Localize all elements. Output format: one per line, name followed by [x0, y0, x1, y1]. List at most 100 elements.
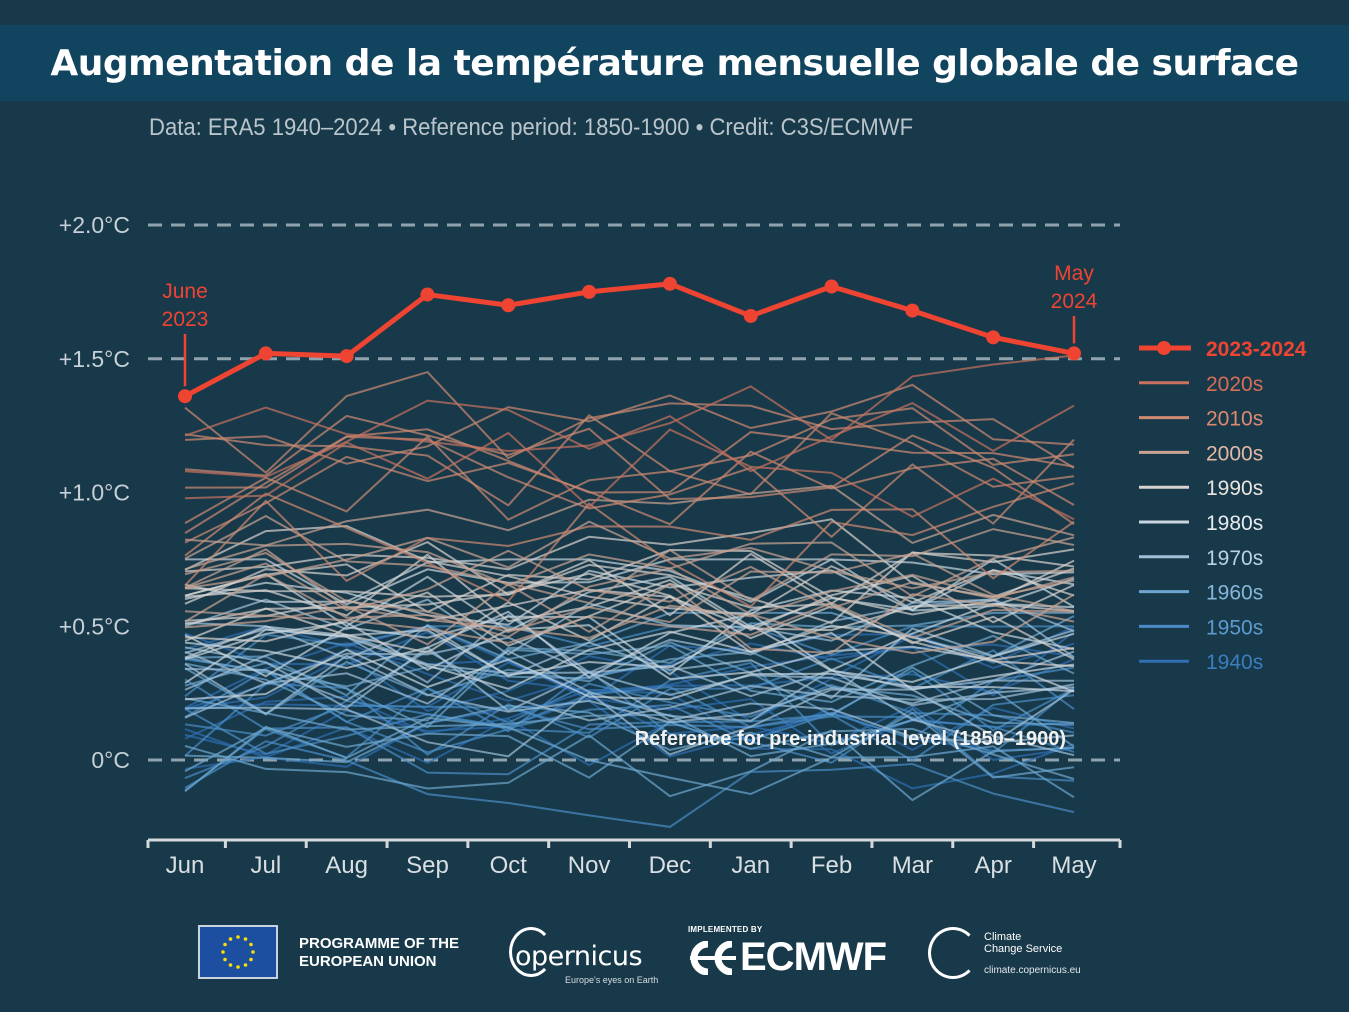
data-point-dec	[662, 276, 677, 291]
data-point-sep	[420, 287, 435, 302]
eu-star	[236, 965, 240, 969]
eu-star	[228, 963, 233, 967]
historical-year-line-2010s	[184, 428, 1075, 534]
legend-label-2010s: 2010s	[1206, 408, 1263, 431]
data-point-oct	[501, 298, 516, 313]
historical-year-line-1960s	[184, 716, 1075, 799]
annotation-june-2023-line2: 2023	[162, 308, 209, 331]
historical-year-line-1960s	[184, 721, 1075, 780]
data-point-apr	[986, 330, 1001, 345]
legend-label-1950s: 1950s	[1206, 616, 1263, 639]
y-tick-label: +1.5°C	[59, 346, 130, 372]
legend-marker-2023-2024	[1157, 341, 1171, 355]
historical-lines	[184, 354, 1075, 828]
eu-star	[223, 942, 227, 947]
historical-year-line-2000s	[184, 601, 1075, 644]
historical-year-line-2000s	[184, 536, 1075, 598]
annotation-may-2024-line1: May	[1054, 262, 1094, 285]
legend-label-2000s: 2000s	[1206, 442, 1263, 465]
y-axis: +2.0°C +1.5°C +1.0°C +0.5°C 0°C	[59, 212, 130, 773]
series-line-2023-2024	[183, 281, 1075, 399]
annotation-may-2024-line2: 2024	[1051, 290, 1098, 313]
annotations: June 2023 May 2024 Reference for pre-industr…	[162, 262, 1098, 750]
y-tick-label: +0.5°C	[59, 613, 130, 639]
reference-level-label: Reference for pre-industrial level (1850…	[635, 728, 1066, 750]
chart-subtitle: Data: ERA5 1940–2024 • Reference period:…	[149, 114, 914, 141]
ecmwf-word: ECMWF	[740, 935, 887, 979]
eu-star	[251, 950, 255, 954]
historical-year-line-1940s	[184, 699, 1075, 768]
historical-year-line-2010s	[184, 412, 1075, 507]
data-point-jun	[178, 389, 192, 404]
legend-label-2023-2024: 2023-2024	[1206, 338, 1307, 361]
copernicus-logo-icon: opernicus Europe's eyes on Earth	[505, 923, 665, 989]
historical-year-line-2010s	[184, 499, 1075, 587]
historical-year-line-1940s	[184, 688, 1075, 752]
legend-label-1940s: 1940s	[1206, 651, 1263, 674]
x-tick-label: May	[1051, 852, 1096, 879]
historical-year-line-2000s	[184, 582, 1075, 655]
historical-year-line-1970s	[184, 688, 1075, 758]
data-point-jul	[258, 346, 273, 361]
x-tick-label: Jun	[166, 852, 205, 879]
historical-year-line-1960s	[184, 688, 1075, 758]
legend-label-1960s: 1960s	[1206, 582, 1263, 605]
x-axis: Jun Jul Aug Sep Oct Nov Dec Jan Feb Mar Apr May	[146, 838, 1122, 879]
data-point-feb	[824, 279, 839, 294]
legend-label-1980s: 1980s	[1206, 512, 1263, 535]
historical-year-line-1990s	[184, 572, 1075, 668]
eu-text-line1: PROGRAMME OF THE	[299, 935, 459, 952]
historical-year-line-1940s	[184, 630, 1075, 709]
eu-star	[249, 942, 253, 947]
historical-year-line-2010s	[184, 482, 1075, 608]
c3s-name: Climate Change Service	[984, 931, 1062, 955]
data-point-mar	[905, 303, 920, 318]
copernicus-tagline: Europe's eyes on Earth	[565, 975, 659, 985]
historical-year-line-1990s	[184, 548, 1075, 616]
historical-year-line-2010s	[184, 407, 1075, 524]
historical-year-line-1970s	[184, 649, 1075, 744]
x-tick-label: Sep	[406, 852, 449, 879]
x-tick-label: Oct	[490, 852, 528, 879]
c3s-url: climate.copernicus.eu	[984, 965, 1081, 976]
x-tick-label: Jan	[731, 852, 770, 879]
historical-year-line-2000s	[184, 551, 1075, 633]
c3s-name-line1: Climate	[984, 931, 1022, 943]
historical-year-line-1970s	[184, 646, 1075, 744]
historical-year-line-2020s	[184, 354, 1075, 453]
footer-logos: PROGRAMME OF THE EUROPEAN UNION opernicu…	[0, 915, 1349, 995]
c3s-name-line2: Change Service	[984, 943, 1063, 955]
historical-year-line-1990s	[184, 582, 1075, 661]
eu-programme-text: PROGRAMME OF THE EUROPEAN UNION	[299, 935, 459, 971]
legend-label-2020s: 2020s	[1206, 373, 1263, 396]
copernicus-word: opernicus	[515, 941, 643, 972]
x-tick-label: Jul	[250, 852, 281, 879]
eu-star	[221, 950, 225, 954]
historical-year-line-1960s	[184, 641, 1075, 724]
data-point-may	[1067, 346, 1081, 361]
data-point-jan	[743, 308, 758, 323]
historical-year-line-2010s	[184, 414, 1075, 526]
y-tick-label: +1.0°C	[59, 480, 130, 506]
title-bar: Augmentation de la température mensuelle…	[0, 25, 1349, 101]
eu-star	[243, 963, 248, 967]
data-point-nov	[582, 284, 597, 299]
eu-star	[236, 935, 240, 939]
eu-star	[243, 937, 248, 941]
y-tick-label: 0°C	[91, 747, 130, 773]
historical-year-line-1940s	[184, 718, 1075, 790]
legend-label-1970s: 1970s	[1206, 547, 1263, 570]
x-tick-label: Dec	[649, 852, 692, 879]
historical-year-line-2010s	[184, 450, 1075, 544]
eu-star	[228, 937, 233, 941]
annotation-june-2023-line1: June	[162, 280, 208, 303]
eu-text-line2: EUROPEAN UNION	[299, 953, 437, 970]
legend-label-1990s: 1990s	[1206, 477, 1263, 500]
y-tick-label: +2.0°C	[59, 212, 130, 238]
eu-star	[249, 957, 253, 962]
historical-year-line-1950s	[184, 625, 1075, 698]
eu-star	[223, 957, 227, 962]
historical-year-line-2020s	[184, 428, 1075, 521]
historical-year-line-1990s	[184, 540, 1075, 625]
